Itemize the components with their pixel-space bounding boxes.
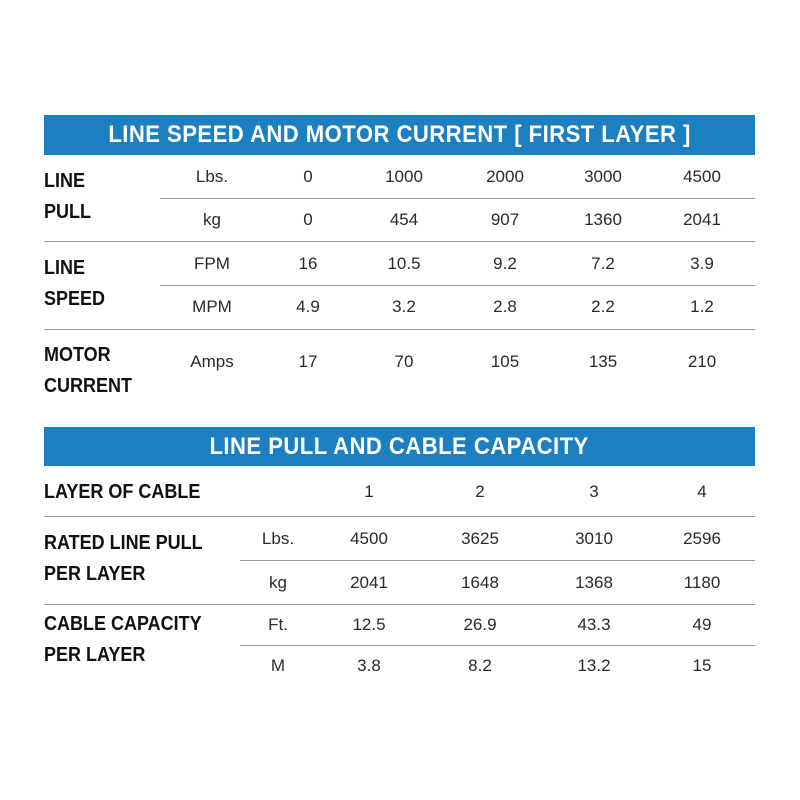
value-cell: 16 — [298, 254, 318, 273]
value-cell: 3.8 — [357, 656, 381, 675]
label-line: LINE — [44, 170, 86, 192]
row-group-label: CABLE CAPACITY PER LAYER — [44, 609, 219, 671]
label-line: RATED LINE PULL — [44, 532, 203, 554]
value-cell: 210 — [687, 352, 717, 371]
label-line: LAYER OF CABLE — [44, 481, 201, 503]
row-divider — [240, 560, 755, 561]
value-cell: 1180 — [683, 573, 721, 592]
label-line: PER LAYER — [44, 644, 146, 666]
label-line: CURRENT — [44, 375, 133, 397]
row-group-label: RATED LINE PULL PER LAYER — [44, 528, 220, 590]
value-cell: 1 — [364, 482, 374, 501]
label-line: PULL — [44, 201, 91, 223]
group-divider — [44, 604, 755, 605]
value-cell: 3.9 — [690, 254, 714, 273]
row-group-label: LINE PULL — [44, 166, 96, 228]
unit-cell: kg — [269, 573, 287, 592]
value-cell: 105 — [490, 352, 520, 371]
row-divider — [240, 645, 755, 646]
value-cell: 1360 — [584, 210, 622, 229]
label-line: LINE — [44, 257, 86, 279]
value-cell: 17 — [298, 352, 318, 371]
table1-header: LINE SPEED AND MOTOR CURRENT [ FIRST LAY… — [44, 115, 755, 155]
row-divider — [160, 198, 755, 199]
value-cell: 70 — [394, 352, 414, 371]
value-cell: 3000 — [584, 167, 622, 186]
value-cell: 454 — [389, 210, 419, 229]
value-cell: 2000 — [486, 167, 524, 186]
table2-title: LINE PULL AND CABLE CAPACITY — [209, 432, 590, 460]
value-cell: 1000 — [385, 167, 423, 186]
value-cell: 7.2 — [591, 254, 615, 273]
unit-cell: Ft. — [268, 615, 288, 634]
value-cell: 8.2 — [468, 656, 492, 675]
value-cell: 9.2 — [493, 254, 517, 273]
row-group-label: MOTOR CURRENT — [44, 340, 142, 402]
value-cell: 2 — [475, 482, 485, 501]
value-cell: 12.5 — [352, 615, 386, 634]
unit-cell: Lbs. — [195, 167, 229, 186]
value-cell: 43.3 — [577, 615, 611, 634]
value-cell: 1368 — [575, 573, 613, 592]
unit-cell: Lbs. — [261, 529, 295, 548]
value-cell: 10.5 — [387, 254, 421, 273]
value-cell: 13.2 — [577, 656, 611, 675]
value-cell: 49 — [692, 615, 712, 634]
value-cell: 3625 — [461, 529, 499, 548]
label-line: PER LAYER — [44, 563, 146, 585]
row-group-label: LINE SPEED — [44, 253, 112, 315]
group-divider — [44, 516, 755, 517]
value-cell: 2041 — [350, 573, 388, 592]
value-cell: 1.2 — [690, 297, 714, 316]
value-cell: 135 — [588, 352, 618, 371]
value-cell: 3.2 — [392, 297, 416, 316]
group-divider — [44, 329, 755, 330]
value-cell: 15 — [692, 656, 712, 675]
unit-cell: MPM — [192, 297, 232, 316]
value-cell: 3 — [589, 482, 599, 501]
value-cell: 4 — [697, 482, 707, 501]
row-group-label: LAYER OF CABLE — [44, 477, 218, 508]
label-line: SPEED — [44, 288, 106, 310]
value-cell: 2.8 — [493, 297, 517, 316]
value-cell: 1648 — [461, 573, 499, 592]
value-cell: 3010 — [575, 529, 613, 548]
unit-cell: FPM — [194, 254, 230, 273]
table1-title: LINE SPEED AND MOTOR CURRENT [ FIRST LAY… — [108, 121, 691, 148]
value-cell: 0 — [303, 210, 313, 229]
value-cell: 2.2 — [591, 297, 615, 316]
label-line: CABLE CAPACITY — [44, 613, 202, 635]
label-line: MOTOR — [44, 344, 111, 366]
value-cell: 4500 — [350, 529, 388, 548]
row-divider — [160, 285, 755, 286]
value-cell: 0 — [303, 167, 313, 186]
unit-cell: kg — [203, 210, 221, 229]
value-cell: 2596 — [683, 529, 721, 548]
unit-cell: M — [270, 656, 286, 675]
value-cell: 2041 — [683, 210, 721, 229]
group-divider — [44, 241, 755, 242]
unit-cell: Amps — [190, 352, 234, 371]
value-cell: 907 — [490, 210, 520, 229]
value-cell: 26.9 — [463, 615, 497, 634]
value-cell: 4500 — [683, 167, 721, 186]
table2-header: LINE PULL AND CABLE CAPACITY — [44, 427, 755, 466]
value-cell: 4.9 — [296, 297, 320, 316]
